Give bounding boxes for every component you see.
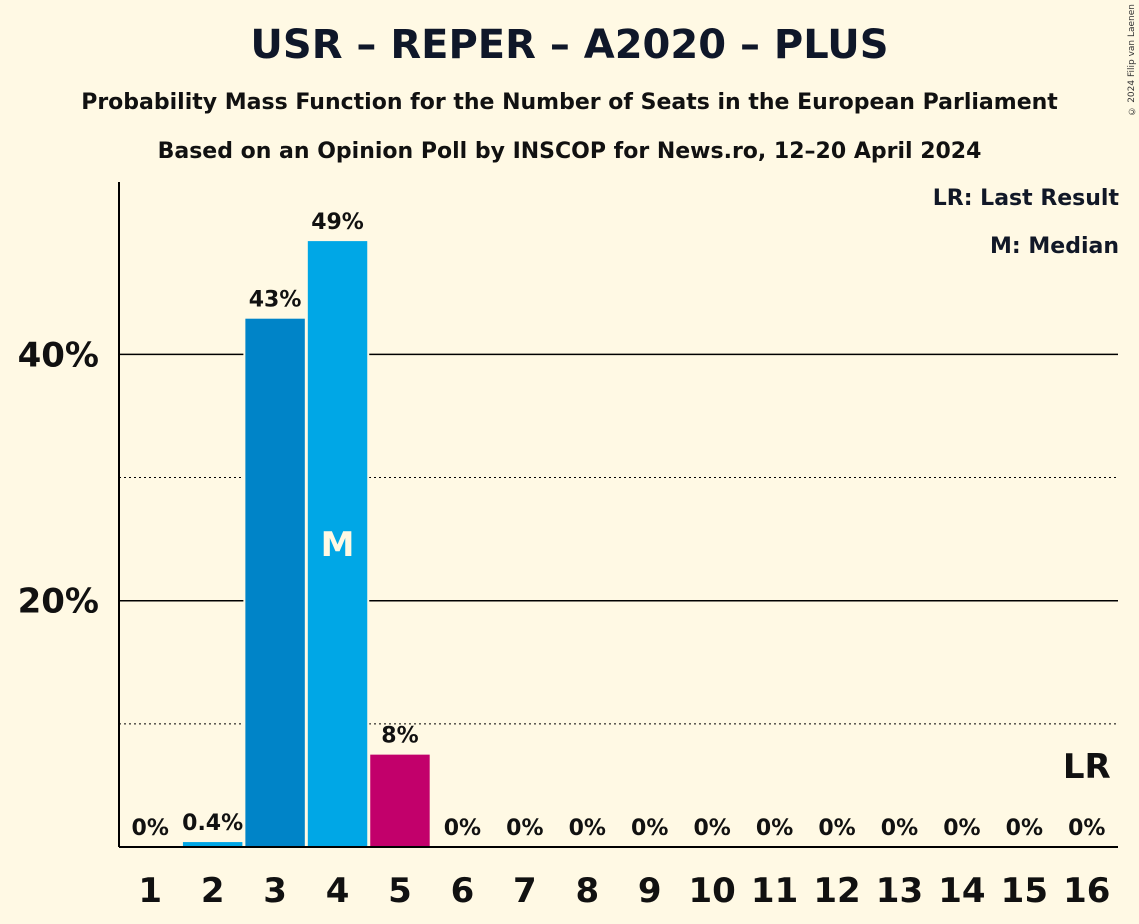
bar-value-label: 0% (444, 816, 481, 841)
y-tick-label: 20% (18, 582, 99, 622)
y-tick-label: 40% (18, 335, 99, 375)
bar-value-label: 49% (311, 210, 364, 235)
bar (370, 754, 430, 847)
bar-value-label: 0% (631, 816, 668, 841)
x-tick-label: 7 (513, 871, 537, 911)
x-tick-label: 3 (263, 871, 287, 911)
x-tick-label: 13 (876, 871, 923, 911)
bar-value-label: 0% (881, 816, 918, 841)
bar-value-label: 43% (249, 288, 302, 313)
bar (182, 842, 243, 847)
x-tick-label: 16 (1063, 871, 1110, 911)
bar-value-label: 0% (506, 816, 543, 841)
chart-title: USR – REPER – A2020 – PLUS (250, 22, 889, 68)
bar-value-label: 0.4% (182, 811, 243, 836)
x-tick-label: 5 (388, 871, 412, 911)
x-tick-label: 14 (938, 871, 985, 911)
x-tick-label: 9 (638, 871, 662, 911)
bar-value-label: 0% (818, 816, 855, 841)
bar-value-label: 0% (693, 816, 730, 841)
x-tick-label: 10 (688, 871, 735, 911)
x-tick-label: 6 (451, 871, 475, 911)
bar-value-label: 0% (1068, 816, 1105, 841)
last-result-marker: LR (1063, 747, 1111, 787)
bar (245, 318, 305, 847)
bar-value-label: 0% (1006, 816, 1043, 841)
x-tick-label: 15 (1001, 871, 1048, 911)
bar-value-label: 0% (943, 816, 980, 841)
legend-last-result: LR: Last Result (932, 186, 1119, 211)
x-tick-label: 4 (326, 871, 350, 911)
x-tick-label: 8 (575, 871, 599, 911)
bar (307, 241, 368, 848)
chart-subtitle: Probability Mass Function for the Number… (81, 90, 1058, 115)
x-tick-label: 12 (813, 871, 860, 911)
chart-source-line: Based on an Opinion Poll by INSCOP for N… (157, 139, 982, 164)
x-tick-label: 2 (201, 871, 225, 911)
bar-value-label: 8% (381, 724, 418, 749)
median-marker: M (321, 525, 355, 565)
bar-value-label: 0% (756, 816, 793, 841)
x-tick-label: 11 (751, 871, 798, 911)
legend-median: M: Median (990, 234, 1119, 259)
bar-value-label: 0% (569, 816, 606, 841)
x-tick-label: 1 (138, 871, 162, 911)
bar-value-label: 0% (132, 816, 169, 841)
